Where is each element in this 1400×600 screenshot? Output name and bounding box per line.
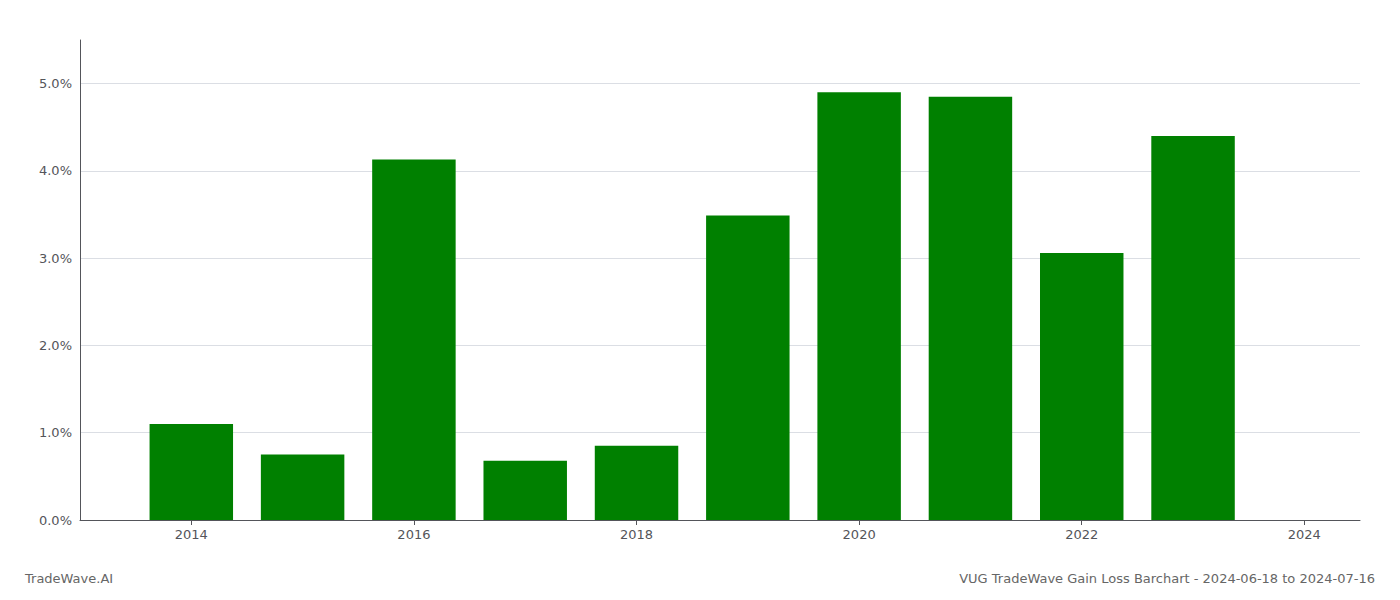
svg-text:0.0%: 0.0% <box>39 513 72 528</box>
svg-text:2024: 2024 <box>1288 527 1321 542</box>
svg-text:2014: 2014 <box>175 527 208 542</box>
svg-text:2.0%: 2.0% <box>39 338 72 353</box>
svg-text:2020: 2020 <box>843 527 876 542</box>
svg-text:2022: 2022 <box>1065 527 1098 542</box>
svg-text:TradeWave.AI: TradeWave.AI <box>24 571 113 586</box>
svg-text:2018: 2018 <box>620 527 653 542</box>
svg-text:4.0%: 4.0% <box>39 163 72 178</box>
svg-text:3.0%: 3.0% <box>39 251 72 266</box>
svg-text:2016: 2016 <box>397 527 430 542</box>
svg-text:5.0%: 5.0% <box>39 76 72 91</box>
svg-text:VUG TradeWave Gain Loss Barcha: VUG TradeWave Gain Loss Barchart - 2024-… <box>959 571 1375 586</box>
svg-text:1.0%: 1.0% <box>39 425 72 440</box>
